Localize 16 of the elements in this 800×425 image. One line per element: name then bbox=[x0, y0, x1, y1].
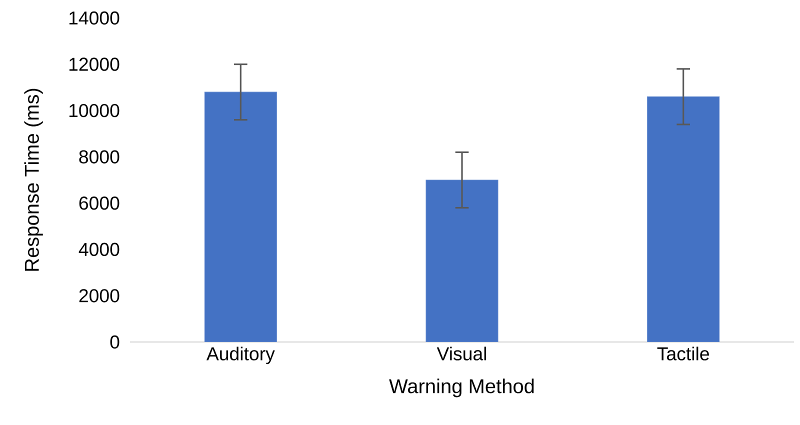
x-tick-label: Tactile bbox=[657, 346, 709, 360]
y-tick-label: 12000 bbox=[69, 58, 120, 71]
x-tick-label: Visual bbox=[436, 346, 486, 360]
y-axis-title: Response Time (ms) bbox=[24, 88, 43, 271]
y-tick-label: 8000 bbox=[79, 150, 120, 164]
y-tick-label: 0 bbox=[110, 335, 120, 349]
y-tick-label: 10000 bbox=[69, 104, 120, 118]
bar bbox=[204, 92, 277, 342]
x-axis-title: Warning Method bbox=[389, 378, 534, 398]
y-tick-label: 2000 bbox=[79, 289, 120, 302]
x-tick-label: Auditory bbox=[206, 346, 275, 364]
y-tick-label: 4000 bbox=[78, 242, 120, 256]
y-tick-label: 6000 bbox=[79, 196, 120, 210]
bar bbox=[426, 180, 498, 342]
y-tick-label: 14000 bbox=[69, 11, 120, 25]
bar bbox=[647, 96, 720, 342]
